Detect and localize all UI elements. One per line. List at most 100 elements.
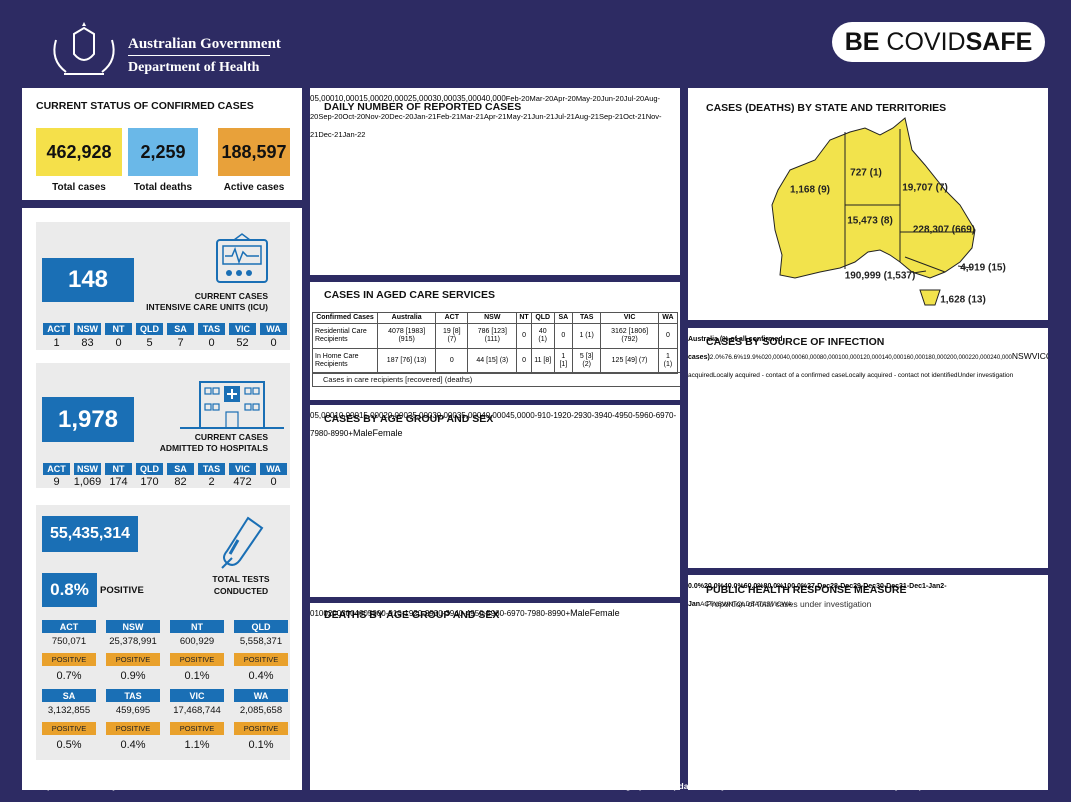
table-cell: 11 [8] bbox=[530, 348, 555, 374]
state-header: VIC bbox=[170, 689, 224, 702]
card-label: Total deaths bbox=[133, 181, 193, 193]
state-header: SA bbox=[167, 463, 194, 475]
positive-badge: POSITIVE bbox=[42, 653, 96, 666]
legend-label: ACT bbox=[700, 601, 714, 608]
state-header: NSW bbox=[106, 620, 160, 633]
state-header: TAS bbox=[198, 463, 225, 475]
state-tests: 17,468,744 bbox=[173, 705, 221, 716]
x-tick-label: 160,000 bbox=[903, 355, 926, 361]
state-label: 228,307 (669) bbox=[913, 225, 975, 236]
state-tests: 600,929 bbox=[179, 636, 215, 647]
y-tick-label: QLD bbox=[1046, 351, 1048, 361]
state-value: 82 bbox=[174, 476, 187, 488]
aged-care-panel: CASES IN AGED CARE SERVICES Confirmed Ca… bbox=[310, 282, 680, 400]
state-positive: 0.5% bbox=[56, 738, 82, 751]
state-tests: 25,378,991 bbox=[109, 636, 157, 647]
x-tick-label: 80,000 bbox=[819, 355, 839, 361]
x-tick-label: Aug-20 bbox=[310, 94, 661, 121]
y-tick-label: 100 bbox=[314, 609, 328, 618]
x-tick-label: 80-89 bbox=[536, 609, 557, 618]
state-header: WA bbox=[260, 323, 287, 335]
y-tick-label: 0.0% bbox=[688, 583, 704, 590]
table-cell: 5 [3] (2) bbox=[572, 348, 602, 374]
panel-title: PUBLIC HEALTH RESPONSE MEASURE bbox=[706, 584, 907, 596]
column-header: WA bbox=[657, 312, 679, 324]
x-tick-label: Nov-20 bbox=[365, 112, 390, 121]
column-header: Confirmed Cases bbox=[312, 312, 378, 324]
state-header: QLD bbox=[234, 620, 288, 633]
x-tick-label: Oct-21 bbox=[623, 112, 646, 121]
y-tick-label: 5,000 bbox=[314, 411, 335, 420]
x-tick-label: 0-9 bbox=[530, 411, 542, 420]
y-tick-label: 20,000 bbox=[383, 94, 408, 103]
summary-label: 19.9% bbox=[743, 354, 762, 361]
table-cell: 1 [1] bbox=[553, 348, 574, 374]
table-header: Confirmed Cases Australia ACT NSW NT QLD SA TAS… bbox=[312, 312, 679, 324]
panel-subtitle: Proportion of total cases under investig… bbox=[706, 599, 872, 609]
x-tick-label: 90+ bbox=[339, 429, 353, 438]
state-tests: 459,695 bbox=[115, 705, 151, 716]
panel-title: DAILY NUMBER OF REPORTED CASES bbox=[324, 101, 522, 113]
footer-updated: Last updated 2 January 2022 bbox=[22, 781, 139, 791]
x-tick-label: Oct-20 bbox=[342, 112, 366, 121]
x-tick-label: 10-19 bbox=[392, 609, 414, 618]
hospital-label: CURRENT CASES bbox=[194, 431, 268, 442]
table-cell: 187 [76] (13) bbox=[376, 348, 437, 374]
x-tick-label: 140,000 bbox=[881, 355, 904, 361]
x-tick-label: 90+ bbox=[556, 609, 571, 618]
panel-title: CASES BY AGE GROUP AND SEX bbox=[324, 413, 494, 425]
y-tick-label: 300 bbox=[341, 609, 355, 618]
x-tick-label: 240,000 bbox=[990, 355, 1012, 361]
x-tick-label: 0 bbox=[761, 355, 765, 361]
y-tick-label: 60.0% bbox=[743, 583, 764, 590]
state-label: 15,473 (8) bbox=[847, 216, 893, 227]
y-tick-label: 35,000 bbox=[456, 411, 482, 420]
y-tick-label: 0 bbox=[310, 94, 315, 103]
x-tick-label: Feb-20 bbox=[505, 94, 530, 103]
state-header: NT bbox=[105, 323, 132, 335]
x-tick-label: 50-59 bbox=[474, 609, 496, 618]
test-tube-icon bbox=[221, 516, 264, 569]
x-tick-label: 2-Jan bbox=[688, 583, 947, 608]
map-panel: CASES (DEATHS) BY STATE AND TERRITORIES … bbox=[688, 88, 1048, 320]
chart: Australia (% of all confirmed cases)2.0%… bbox=[688, 328, 1048, 382]
state-header: NT bbox=[105, 463, 132, 475]
y-tick-label: 15,000 bbox=[358, 94, 384, 103]
y-tick-label: 20.0% bbox=[703, 583, 724, 590]
legend-label: VIC bbox=[770, 601, 782, 608]
x-tick-label: 70-79 bbox=[515, 609, 537, 618]
brand-covid: COVID bbox=[886, 27, 966, 56]
state-label: 727 (1) bbox=[850, 168, 882, 179]
legend-label: Overseas acquired bbox=[688, 372, 713, 379]
state-value: 0 bbox=[115, 337, 122, 349]
x-tick-label: Jan-21 bbox=[413, 112, 437, 121]
map: 1,168 (9) 727 (1) 19,707 (7) 15,473 (8) 228,… bbox=[771, 117, 1006, 306]
card-value: 462,928 bbox=[36, 128, 122, 176]
column-header: NT bbox=[516, 312, 532, 324]
hospital-value: 1,978 bbox=[42, 397, 134, 442]
x-tick-label: 1-Jan bbox=[922, 583, 941, 590]
table-cell: 0 bbox=[516, 348, 532, 374]
column-header: SA bbox=[553, 312, 574, 324]
age-panel: CASES BY AGE GROUP AND SEX 05,00010,0001… bbox=[310, 405, 680, 597]
chart: 01002003004005000-910-1920-2930-3940-495… bbox=[310, 603, 620, 621]
legend-label: TAS bbox=[758, 601, 771, 608]
x-tick-label: 50-59 bbox=[623, 411, 645, 420]
x-tick-label: Jun-21 bbox=[531, 112, 555, 121]
table-cell: 3162 [1806] (792) bbox=[600, 323, 659, 349]
x-tick-label: Aug-21 bbox=[574, 112, 599, 121]
y-tick-label: NSW bbox=[1011, 351, 1032, 361]
state-tests: 5,558,371 bbox=[239, 636, 283, 647]
y-tick-label: 35,000 bbox=[456, 94, 482, 103]
panel-title: CASES IN AGED CARE SERVICES bbox=[324, 289, 495, 301]
legend-label: Male bbox=[352, 428, 373, 438]
x-tick-label: Feb-21 bbox=[436, 112, 461, 121]
state-tests: 3,132,855 bbox=[47, 705, 91, 716]
x-tick-label: Mar-20 bbox=[529, 94, 554, 103]
x-tick-label: 29-Dec bbox=[853, 583, 877, 590]
y-tick-label: 15,000 bbox=[358, 411, 384, 420]
y-tick-label: 0 bbox=[310, 609, 315, 618]
y-tick-label: 30,000 bbox=[432, 94, 457, 103]
tasmania bbox=[919, 289, 941, 306]
x-tick-label: 120,000 bbox=[859, 355, 882, 361]
